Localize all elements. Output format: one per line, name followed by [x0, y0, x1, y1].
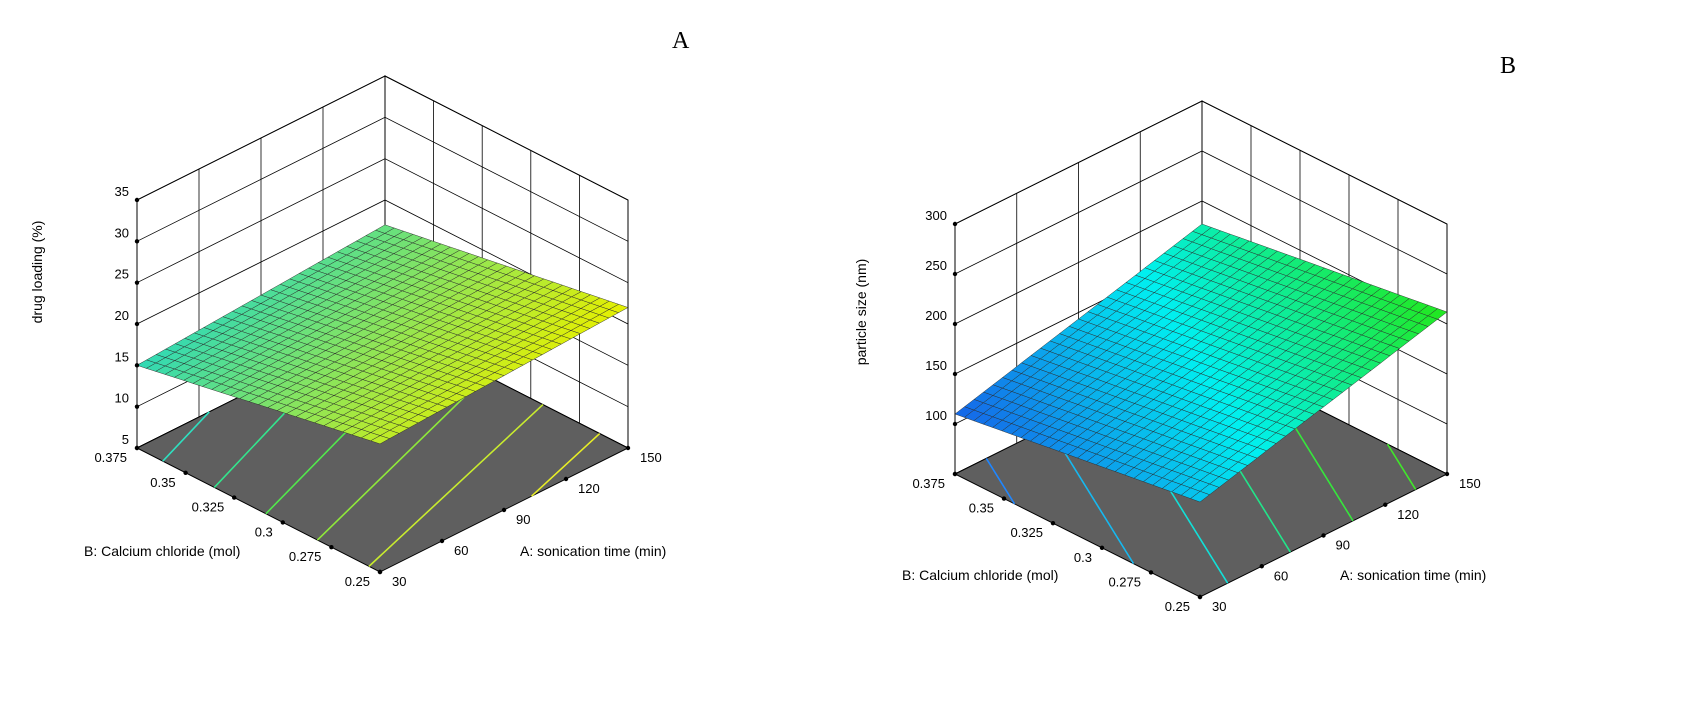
- y-axis-label: B: Calcium chloride (mol): [902, 567, 1058, 583]
- panel-label: A: [672, 28, 690, 54]
- contour-line: [1386, 443, 1417, 491]
- y-tick-dot: [1001, 496, 1007, 501]
- y-tick-dot: [183, 470, 188, 475]
- response-surface: [136, 224, 629, 445]
- x-tick-label: 90: [516, 512, 530, 527]
- contour-line: [368, 404, 544, 567]
- y-tick-dot: [1099, 545, 1105, 550]
- contour-line: [316, 375, 487, 541]
- z-tick-dot: [134, 197, 140, 203]
- x-tick-dot: [439, 538, 445, 544]
- z-tick-label: 200: [925, 308, 947, 323]
- x-tick-label: 30: [1212, 599, 1226, 614]
- x-tick-label: 120: [578, 481, 600, 496]
- y-tick-dot: [232, 495, 237, 500]
- y-tick-dot: [952, 471, 958, 477]
- y-tick-dot: [280, 520, 285, 525]
- surface-plot-a: 5 10 15 20 25 30 35 30 60 90 120 150 0.25 0.275 0.3 0.3…: [29, 28, 690, 589]
- z-tick-label: 20: [115, 308, 129, 323]
- surface-cell: [370, 435, 391, 445]
- x-axis-label: A: sonication time (min): [520, 543, 666, 559]
- contour-line: [531, 432, 601, 497]
- y-tick-label: 0.325: [192, 500, 225, 515]
- z-gridline: [136, 75, 629, 201]
- y-axis: 0.25 0.275 0.3 0.325 0.35 0.375: [94, 445, 383, 589]
- y-tick-label: 0.375: [94, 450, 127, 465]
- z-tick-dot: [134, 239, 140, 244]
- z-tick-dot: [952, 371, 958, 377]
- x-tick-label: 60: [1274, 568, 1288, 583]
- y-axis-label: B: Calcium chloride (mol): [84, 543, 240, 559]
- y-tick-label: 0.3: [255, 524, 273, 539]
- z-gridline: [136, 116, 629, 242]
- y-tick-label: 0.325: [1010, 525, 1043, 540]
- response-surface: [954, 223, 1448, 503]
- x-tick-label: 120: [1397, 507, 1419, 522]
- x-tick-label: 90: [1336, 538, 1350, 553]
- y-tick-label: 0.275: [1108, 574, 1141, 589]
- y-tick-dot: [329, 545, 334, 550]
- y-tick-label: 0.375: [912, 476, 945, 491]
- z-axis: 5 10 15 20 25 30 35: [115, 184, 140, 451]
- y-tick-dot: [134, 445, 140, 451]
- z-tick-label: 15: [115, 349, 129, 364]
- x-tick-dot: [501, 507, 507, 513]
- y-tick-label: 0.3: [1074, 550, 1092, 565]
- x-axis: 30 60 90 120 150: [1197, 471, 1481, 614]
- contour-line: [985, 457, 1016, 505]
- z-tick-label: 300: [925, 208, 947, 223]
- z-gridline: [954, 100, 1448, 225]
- y-axis: 0.25 0.275 0.3 0.325 0.35 0.375: [912, 471, 1203, 614]
- x-tick-label: 150: [640, 450, 662, 465]
- x-tick-label: 30: [392, 574, 406, 589]
- x-tick-dot: [625, 445, 631, 451]
- panel-label: B: [1500, 53, 1516, 79]
- z-tick-dot: [134, 404, 140, 409]
- z-tick-dot: [134, 321, 140, 327]
- contour-line: [162, 411, 210, 462]
- x-tick-label: 60: [454, 543, 468, 558]
- x-tick-dot: [1321, 533, 1326, 538]
- z-tick-dot: [952, 321, 958, 327]
- y-tick-dot: [1148, 570, 1154, 575]
- z-tick-label: 5: [122, 432, 129, 447]
- x-tick-dot: [1444, 471, 1450, 477]
- x-tick-dot: [563, 476, 569, 482]
- z-tick-label: 35: [115, 184, 129, 199]
- z-tick-dot: [134, 280, 140, 285]
- z-axis-label: particle size (nm): [853, 259, 869, 366]
- z-axis-label: drug loading (%): [29, 221, 45, 324]
- y-tick-dot: [1050, 521, 1056, 526]
- z-tick-label: 150: [925, 358, 947, 373]
- z-tick-dot: [952, 221, 958, 227]
- y-tick-label: 0.35: [150, 475, 175, 490]
- x-tick-label: 150: [1459, 476, 1481, 491]
- surface-plot-b: 1001502002503003060901201500.250.2750.30…: [853, 53, 1516, 614]
- z-tick-label: 250: [925, 258, 947, 273]
- z-tick-label: 25: [115, 267, 129, 282]
- x-tick-dot: [1259, 564, 1264, 569]
- y-tick-label: 0.35: [969, 501, 994, 516]
- x-axis: 30 60 90 120 150: [377, 445, 662, 589]
- y-tick-dot: [1197, 594, 1203, 600]
- z-tick-dot: [952, 421, 958, 427]
- z-tick-label: 30: [115, 225, 129, 240]
- y-tick-label: 0.25: [345, 574, 370, 589]
- z-tick-dot: [952, 271, 958, 277]
- y-tick-dot: [377, 569, 383, 575]
- z-tick-label: 100: [925, 408, 947, 423]
- y-tick-label: 0.25: [1165, 599, 1190, 614]
- z-tick-label: 10: [115, 391, 129, 406]
- surface-cell: [1190, 491, 1210, 503]
- x-tick-dot: [1383, 502, 1388, 507]
- x-axis-label: A: sonication time (min): [1340, 567, 1486, 583]
- z-tick-dot: [134, 363, 140, 368]
- z-axis: 100 150 200 250 300: [925, 208, 958, 477]
- y-tick-label: 0.275: [289, 549, 322, 564]
